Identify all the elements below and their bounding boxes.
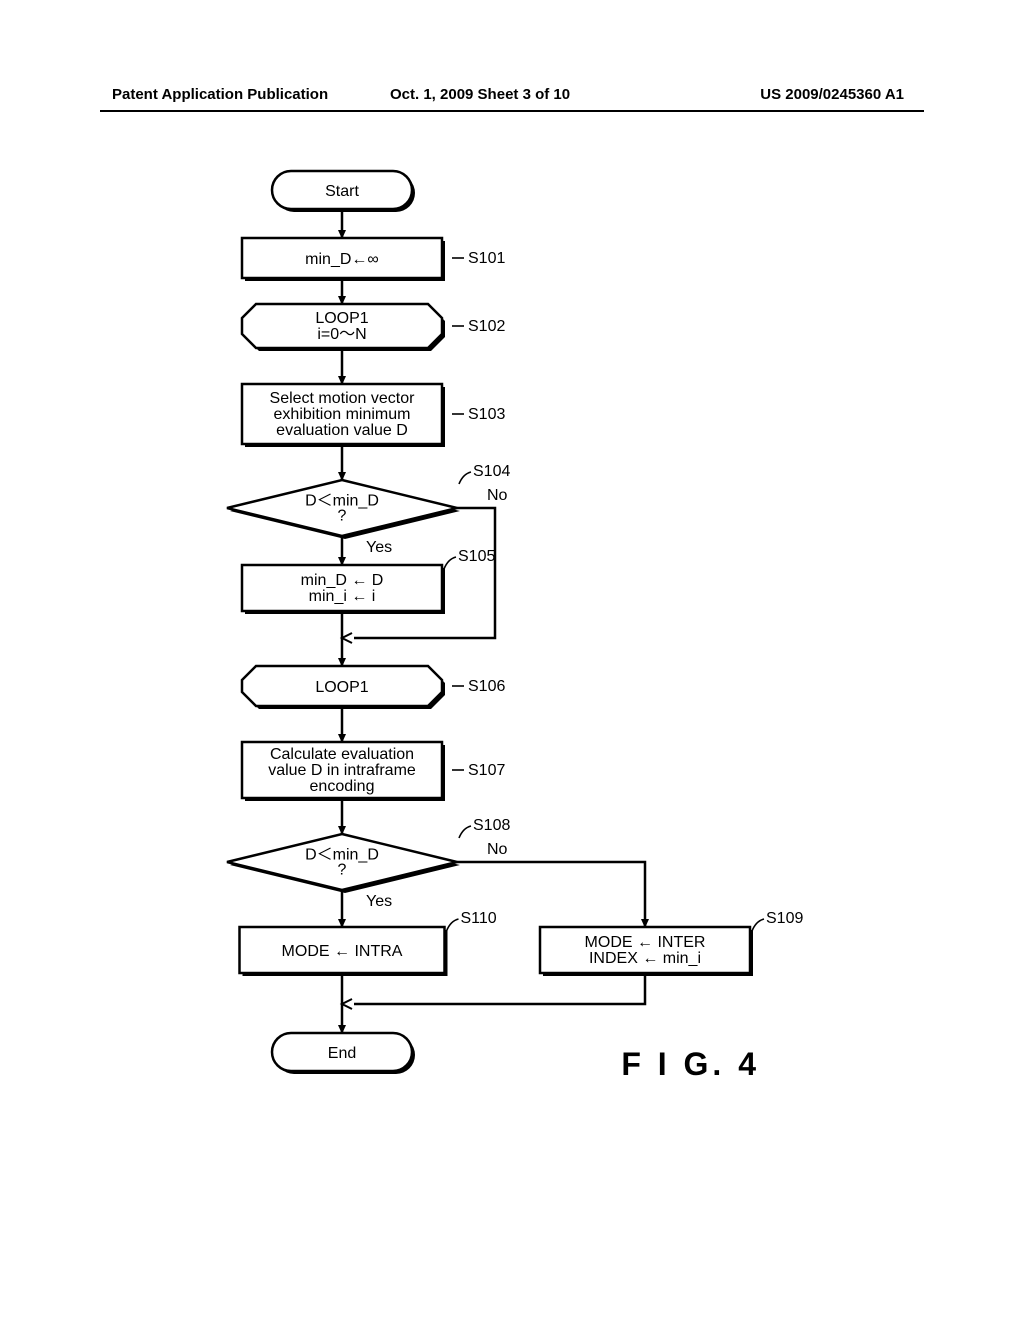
header-rule — [100, 110, 924, 112]
node-s104: D＜min_D?S104 — [227, 463, 510, 539]
figure-label: F I G. 4 — [621, 1046, 760, 1082]
svg-text:LOOP1: LOOP1 — [315, 679, 368, 696]
svg-text:INDEX ← min_i: INDEX ← min_i — [589, 950, 701, 967]
svg-text:S101: S101 — [468, 250, 505, 267]
node-start: Start — [272, 171, 415, 212]
svg-text:S104: S104 — [473, 463, 510, 480]
node-s108: D＜min_D?S108 — [227, 817, 510, 893]
svg-text:S102: S102 — [468, 318, 505, 335]
svg-text:min_i ← i: min_i ← i — [309, 588, 376, 605]
svg-text:evaluation value D: evaluation value D — [276, 422, 408, 439]
svg-text:i=0～N: i=0～N — [317, 326, 366, 343]
svg-text:value D in intraframe: value D in intraframe — [268, 762, 416, 779]
page-header: Patent Application Publication Oct. 1, 2… — [0, 86, 1024, 108]
node-s107: Calculate evaluationvalue D in intrafram… — [242, 742, 505, 801]
svg-text:S107: S107 — [468, 762, 505, 779]
svg-text:S106: S106 — [468, 678, 505, 695]
svg-text:S105: S105 — [458, 548, 495, 565]
header-center: Oct. 1, 2009 Sheet 3 of 10 — [390, 86, 570, 103]
flowchart: YesNoYesNo Startmin_D←∞S101LOOP1i=0～NS10… — [0, 130, 1024, 1250]
svg-text:Calculate evaluation: Calculate evaluation — [270, 746, 414, 763]
svg-text:min_D ← D: min_D ← D — [301, 572, 384, 589]
node-merge2 — [342, 999, 352, 1009]
svg-text:Select motion vector: Select motion vector — [270, 390, 416, 407]
node-s110: MODE ← INTRA S110 — [240, 910, 497, 976]
node-s101: min_D←∞ S101 — [242, 238, 505, 281]
svg-text:?: ? — [338, 862, 347, 879]
svg-text:MODE ← INTER: MODE ← INTER — [585, 934, 706, 951]
svg-text:Yes: Yes — [366, 539, 392, 556]
svg-text:?: ? — [338, 508, 347, 525]
svg-text:exhibition minimum: exhibition minimum — [274, 406, 411, 423]
svg-text:encoding: encoding — [310, 778, 375, 795]
node-merge1 — [342, 633, 352, 643]
svg-text:No: No — [487, 841, 508, 858]
svg-text:Yes: Yes — [366, 893, 392, 910]
svg-text:S108: S108 — [473, 817, 510, 834]
node-s105: min_D ← Dmin_i ← i S105 — [242, 548, 495, 614]
svg-text:MODE ← INTRA: MODE ← INTRA — [282, 943, 403, 960]
svg-text:S109: S109 — [766, 910, 803, 927]
svg-text:Start: Start — [325, 183, 359, 200]
node-s103: Select motion vectorexhibition minimumev… — [242, 384, 505, 447]
svg-text:S110: S110 — [461, 910, 497, 927]
node-s106: LOOP1 S106 — [242, 666, 505, 709]
svg-text:No: No — [487, 487, 508, 504]
header-left: Patent Application Publication — [112, 86, 328, 103]
node-s102: LOOP1i=0～N S102 — [242, 304, 505, 351]
svg-text:min_D←∞: min_D←∞ — [305, 251, 379, 268]
svg-text:LOOP1: LOOP1 — [315, 310, 368, 327]
node-end: End — [272, 1033, 415, 1074]
node-s109: MODE ← INTERINDEX ← min_i S109 — [540, 910, 803, 976]
header-right: US 2009/0245360 A1 — [760, 86, 904, 103]
svg-text:End: End — [328, 1045, 356, 1062]
svg-text:S103: S103 — [468, 406, 505, 423]
